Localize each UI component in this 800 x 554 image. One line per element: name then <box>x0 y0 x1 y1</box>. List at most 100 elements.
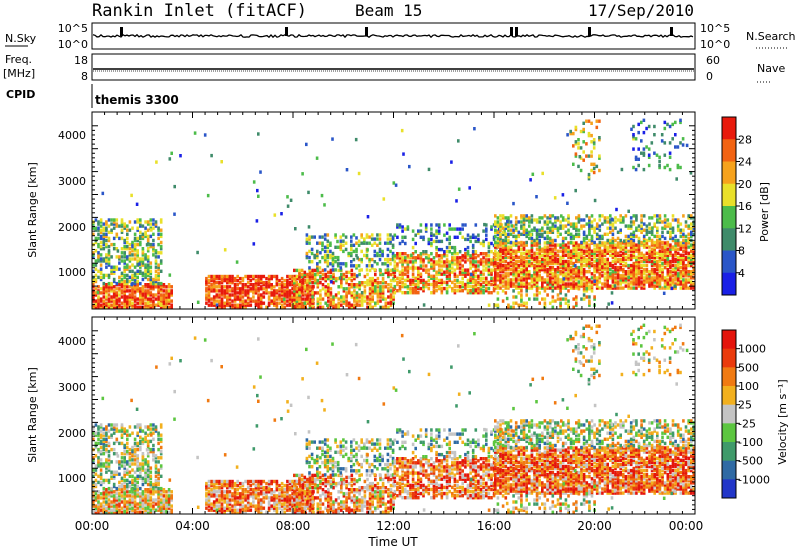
echo-cell <box>585 249 589 253</box>
echo-cell <box>666 272 670 276</box>
echo-cell <box>663 280 667 284</box>
echo-cell <box>265 285 268 289</box>
echo-cell <box>316 297 320 301</box>
echo-cell <box>368 257 371 262</box>
echo-cell <box>456 274 459 278</box>
echo-cell <box>595 263 599 268</box>
echo-cell <box>674 276 677 280</box>
echo-cell <box>435 223 438 227</box>
echo-cell <box>551 280 555 284</box>
echo-cell <box>133 297 137 301</box>
echo-cell <box>674 245 677 249</box>
echo-cell <box>682 280 685 284</box>
echo-cell <box>598 255 602 260</box>
echo-cell <box>389 237 392 241</box>
echo-cell <box>487 286 491 291</box>
echo-cell <box>635 249 638 253</box>
freq-frame <box>91 53 696 81</box>
echo-cell <box>676 255 680 260</box>
echo-cell <box>592 162 596 166</box>
echo-cell <box>389 233 392 237</box>
echo-cell <box>554 261 557 266</box>
echo-cell <box>461 270 464 274</box>
echo-cell <box>406 278 410 283</box>
echo-cell <box>135 202 139 206</box>
echo-cell <box>593 297 596 301</box>
echo-cell <box>451 262 454 266</box>
echo-cell <box>92 251 95 255</box>
echo-cell <box>564 278 568 282</box>
echo-cell <box>291 281 294 285</box>
echo-cell <box>391 237 395 241</box>
echo-cell <box>115 255 119 259</box>
echo-cell <box>666 163 669 168</box>
echo-cell <box>487 262 491 266</box>
echo-cell <box>682 234 685 239</box>
echo-cell <box>262 283 266 287</box>
echo-cell <box>676 272 680 276</box>
colorbar-segment <box>722 139 736 162</box>
echo-cell <box>538 232 541 236</box>
echo-cell <box>520 226 523 230</box>
echo-cell <box>440 254 444 258</box>
echo-cell <box>304 303 307 307</box>
echo-cell <box>381 293 385 297</box>
echo-cell <box>123 293 126 297</box>
echo-cell <box>567 272 570 276</box>
echo-cell <box>411 245 415 250</box>
echo-cell <box>622 247 625 251</box>
echo-cell <box>102 299 106 303</box>
echo-cell <box>479 270 483 274</box>
echo-cell <box>456 264 459 268</box>
echo-cell <box>619 261 622 266</box>
echo-cell <box>368 299 372 303</box>
echo-cell <box>123 287 126 291</box>
echo-cell <box>637 147 640 151</box>
echo-cell <box>154 502 158 506</box>
echo-cell <box>257 194 260 198</box>
echo-cell <box>419 278 423 283</box>
echo-cell <box>409 289 412 293</box>
echo-cell <box>469 239 472 244</box>
echo-cell <box>572 305 575 309</box>
echo-cell <box>624 263 628 268</box>
echo-cell <box>556 293 560 297</box>
echo-cell <box>107 305 111 309</box>
echo-cell <box>616 236 620 241</box>
nsky-line <box>92 33 694 39</box>
echo-cell <box>120 230 124 234</box>
echo-cell <box>674 133 677 137</box>
echo-cell <box>424 250 428 254</box>
echo-cell <box>588 280 591 284</box>
echo-cell <box>504 274 508 278</box>
echo-cell <box>139 281 142 286</box>
echo-cell <box>376 276 380 281</box>
echo-cell <box>663 220 667 224</box>
echo-cell <box>304 299 307 303</box>
echo-cell <box>374 291 377 295</box>
echo-cell <box>466 233 470 237</box>
echo-cell <box>520 293 523 297</box>
echo-cell <box>635 216 638 220</box>
echo-cell <box>308 260 311 264</box>
echo-cell <box>223 291 226 295</box>
echo-cell <box>368 291 372 295</box>
echo-cell <box>94 293 98 297</box>
echo-cell <box>642 259 646 264</box>
echo-cell <box>598 228 602 232</box>
echo-cell <box>575 265 578 270</box>
echo-cell <box>101 191 105 196</box>
echo-cell <box>411 272 415 276</box>
echo-cell <box>658 245 662 249</box>
echo-cell <box>590 257 594 262</box>
echo-cell <box>514 274 518 278</box>
echo-cell <box>509 263 513 268</box>
echo-cell <box>239 293 242 297</box>
echo-cell <box>393 266 397 270</box>
echo-cell <box>445 276 449 280</box>
echo-cell <box>257 281 260 285</box>
echo-cell <box>632 124 635 129</box>
echo-cell <box>580 280 583 284</box>
echo-cell <box>128 297 132 301</box>
echo-cell <box>99 230 103 234</box>
